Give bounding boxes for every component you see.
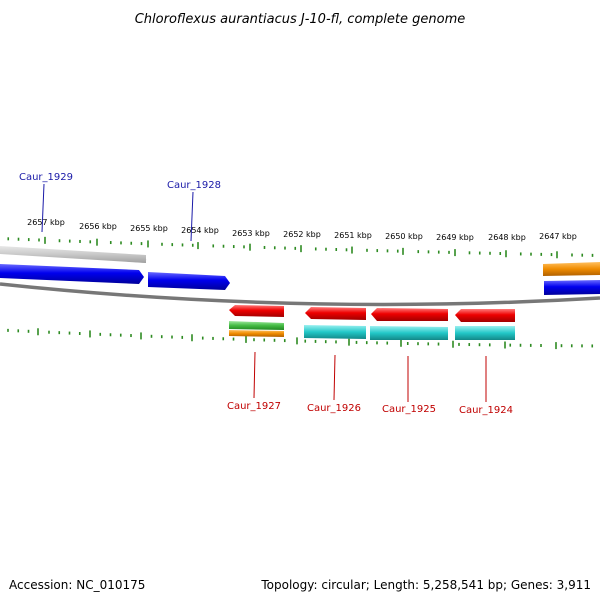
leader-caur-1928 (190, 191, 194, 242)
cds-caur-1925[interactable] (371, 308, 448, 321)
gene-labels: Caur_1929 Caur_1928 Caur_1927 Caur_1926 … (19, 172, 513, 416)
coordinate-label: 2647 kbp (539, 232, 577, 241)
cds-caur-1926[interactable] (305, 307, 366, 320)
coordinate-label: 2652 kbp (283, 230, 321, 239)
coordinate-label: 2656 kbp (79, 222, 117, 231)
cds-caur-1928[interactable] (148, 272, 230, 290)
leader-caur-1927 (253, 351, 256, 399)
genome-backbone (0, 282, 600, 307)
coordinate-ruler (7, 236, 594, 259)
gene-label-caur-1926[interactable]: Caur_1926 (307, 403, 361, 414)
coordinate-label: 2654 kbp (181, 226, 219, 235)
leader-caur-1926 (333, 354, 336, 401)
gene-label-caur-1928[interactable]: Caur_1928 (167, 180, 221, 191)
cog-green (229, 321, 284, 330)
gene-label-caur-1925[interactable]: Caur_1925 (382, 404, 436, 415)
coordinate-label: 2649 kbp (436, 233, 474, 242)
forward-strand-track (0, 246, 600, 295)
leader-caur-1929 (41, 183, 45, 233)
coordinate-label: 2655 kbp (130, 224, 168, 233)
gene-label-caur-1929[interactable]: Caur_1929 (19, 172, 73, 183)
coordinate-labels: 2657 kbp 2656 kbp 2655 kbp 2654 kbp 2653 kbp… (27, 218, 577, 242)
reverse-strand-track (229, 305, 515, 340)
cog-cyan-1925 (370, 326, 448, 340)
cog-cyan-1924 (455, 326, 515, 340)
coordinate-label: 2651 kbp (334, 231, 372, 240)
cog-orange (229, 330, 284, 337)
cog-orange-right (543, 262, 600, 276)
cds-caur-1929[interactable] (0, 264, 144, 284)
faded-feature (0, 246, 146, 263)
cds-caur-1927[interactable] (229, 305, 284, 317)
cds-right-forward[interactable] (544, 280, 600, 295)
coordinate-label: 2648 kbp (488, 233, 526, 242)
gene-label-caur-1924[interactable]: Caur_1924 (459, 405, 513, 416)
coordinate-label: 2650 kbp (385, 232, 423, 241)
coordinate-label: 2657 kbp (27, 218, 65, 227)
coordinate-label: 2653 kbp (232, 229, 270, 238)
reverse-ruler (7, 328, 594, 350)
cog-cyan-1926 (304, 325, 366, 339)
accession-text: Accession: NC_010175 (9, 578, 146, 592)
gene-label-caur-1927[interactable]: Caur_1927 (227, 401, 281, 412)
topology-summary: Topology: circular; Length: 5,258,541 bp… (261, 578, 591, 592)
cds-caur-1924[interactable] (455, 309, 515, 322)
map-title: Chloroflexus aurantiacus J-10-fl, comple… (135, 12, 466, 27)
